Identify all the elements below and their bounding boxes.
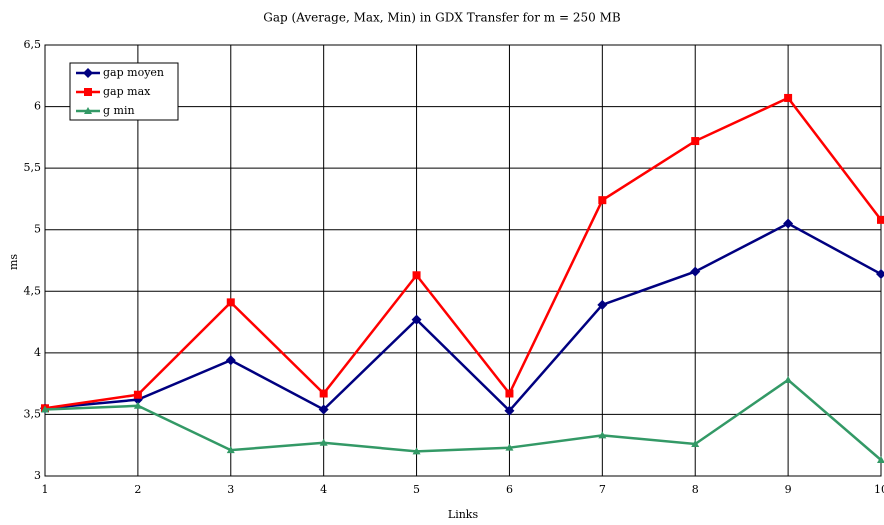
data-point [784,375,793,383]
y-tick-label: 4,5 [24,284,42,297]
data-point [505,443,514,451]
data-point [412,447,421,455]
data-point [505,389,514,398]
legend-marker [84,88,92,96]
data-point [691,137,700,146]
x-tick-label: 7 [599,483,606,496]
legend-label: gap moyen [103,66,164,79]
x-tick-label: 5 [413,483,420,496]
x-tick-label: 1 [42,483,49,496]
y-tick-label: 4 [34,346,41,359]
y-tick-label: 6 [34,100,41,113]
legend-marker [83,68,93,78]
legend-label: gap max [103,85,151,98]
x-tick-label: 8 [692,483,699,496]
data-point [412,271,421,280]
data-point [598,196,607,205]
x-tick-label: 3 [227,483,234,496]
data-point [226,446,235,454]
x-tick-label: 9 [785,483,792,496]
y-tick-label: 3 [34,469,41,482]
x-tick-label: 2 [134,483,141,496]
data-point [133,401,142,409]
y-tick-label: 5,5 [24,161,42,174]
data-point [504,405,515,416]
x-tick-label: 10 [874,483,884,496]
data-point [784,93,793,102]
data-point [318,404,329,415]
data-point [319,389,328,398]
series-line [44,378,882,461]
data-point [690,266,701,277]
data-point [226,298,235,307]
data-point [691,439,700,447]
data-point [133,390,142,399]
data-point [598,431,607,439]
series-line [44,222,882,413]
data-point [411,314,422,325]
x-tick-label: 6 [506,483,513,496]
data-point [877,455,884,463]
data-point [319,438,328,446]
chart-title: Gap (Average, Max, Min) in GDX Transfer … [263,11,621,25]
legend-marker [84,107,92,114]
data-point [876,269,884,280]
x-tick-label: 4 [320,483,327,496]
y-tick-label: 6,5 [24,38,42,51]
y-tick-label: 5 [34,223,41,236]
y-axis-label: ms [7,254,20,270]
data-point [41,405,49,413]
data-point [783,218,794,229]
data-point [877,215,884,224]
plot-border [44,44,882,477]
data-point [225,355,236,366]
y-tick-label: 3,5 [24,407,42,420]
x-axis-label: Links [448,508,479,521]
series-line [44,96,882,410]
data-point [597,299,608,310]
legend-label: g min [103,104,135,117]
